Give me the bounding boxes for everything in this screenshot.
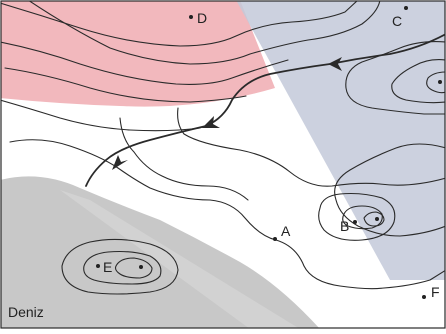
contour-line <box>1 41 289 85</box>
point-F: F <box>422 284 440 300</box>
contour-line <box>4 67 247 103</box>
summit-B-marker <box>375 217 379 221</box>
contour-line <box>83 250 162 285</box>
point-D: D <box>189 10 207 26</box>
contour-line <box>9 139 445 290</box>
contour-line <box>426 71 445 94</box>
point-D-marker <box>189 15 193 19</box>
point-A-label: A <box>281 223 291 239</box>
river-line <box>85 33 445 187</box>
contour-line <box>318 192 396 241</box>
contour-line <box>114 257 153 279</box>
contour-line <box>334 143 445 237</box>
point-C-label: C <box>392 13 402 29</box>
contour-line <box>28 1 381 65</box>
point-A-marker <box>273 237 277 241</box>
contour-line <box>177 107 445 187</box>
river <box>85 33 445 187</box>
point-E-label: E <box>103 259 112 275</box>
river-arrow <box>202 116 220 128</box>
contour-line <box>363 211 385 227</box>
summit-E-marker <box>139 265 143 269</box>
contour-line <box>342 205 383 230</box>
contour-line <box>391 59 445 104</box>
point-B-marker <box>353 220 357 224</box>
point-B: B <box>340 217 379 234</box>
point-C: C <box>392 6 408 29</box>
contour-line <box>1 99 201 132</box>
point-A: A <box>273 223 291 241</box>
point-D-label: D <box>197 10 207 26</box>
point-F-label: F <box>431 284 440 300</box>
contour-line <box>345 41 445 115</box>
sea-light-streak <box>60 190 299 328</box>
river-arrow <box>328 57 342 71</box>
point-C-marker <box>404 6 408 10</box>
pink-zone <box>1 1 275 107</box>
point-E: E <box>96 259 143 275</box>
sea-label: Deniz <box>8 304 44 320</box>
point-B-label: B <box>340 218 349 234</box>
river-arrow <box>112 155 128 170</box>
contour-line <box>119 117 249 201</box>
contour-lines <box>1 1 445 295</box>
contour-line <box>61 238 179 295</box>
point-E-marker <box>96 264 100 268</box>
summit-marker <box>438 80 442 84</box>
point-F-marker <box>422 295 426 299</box>
